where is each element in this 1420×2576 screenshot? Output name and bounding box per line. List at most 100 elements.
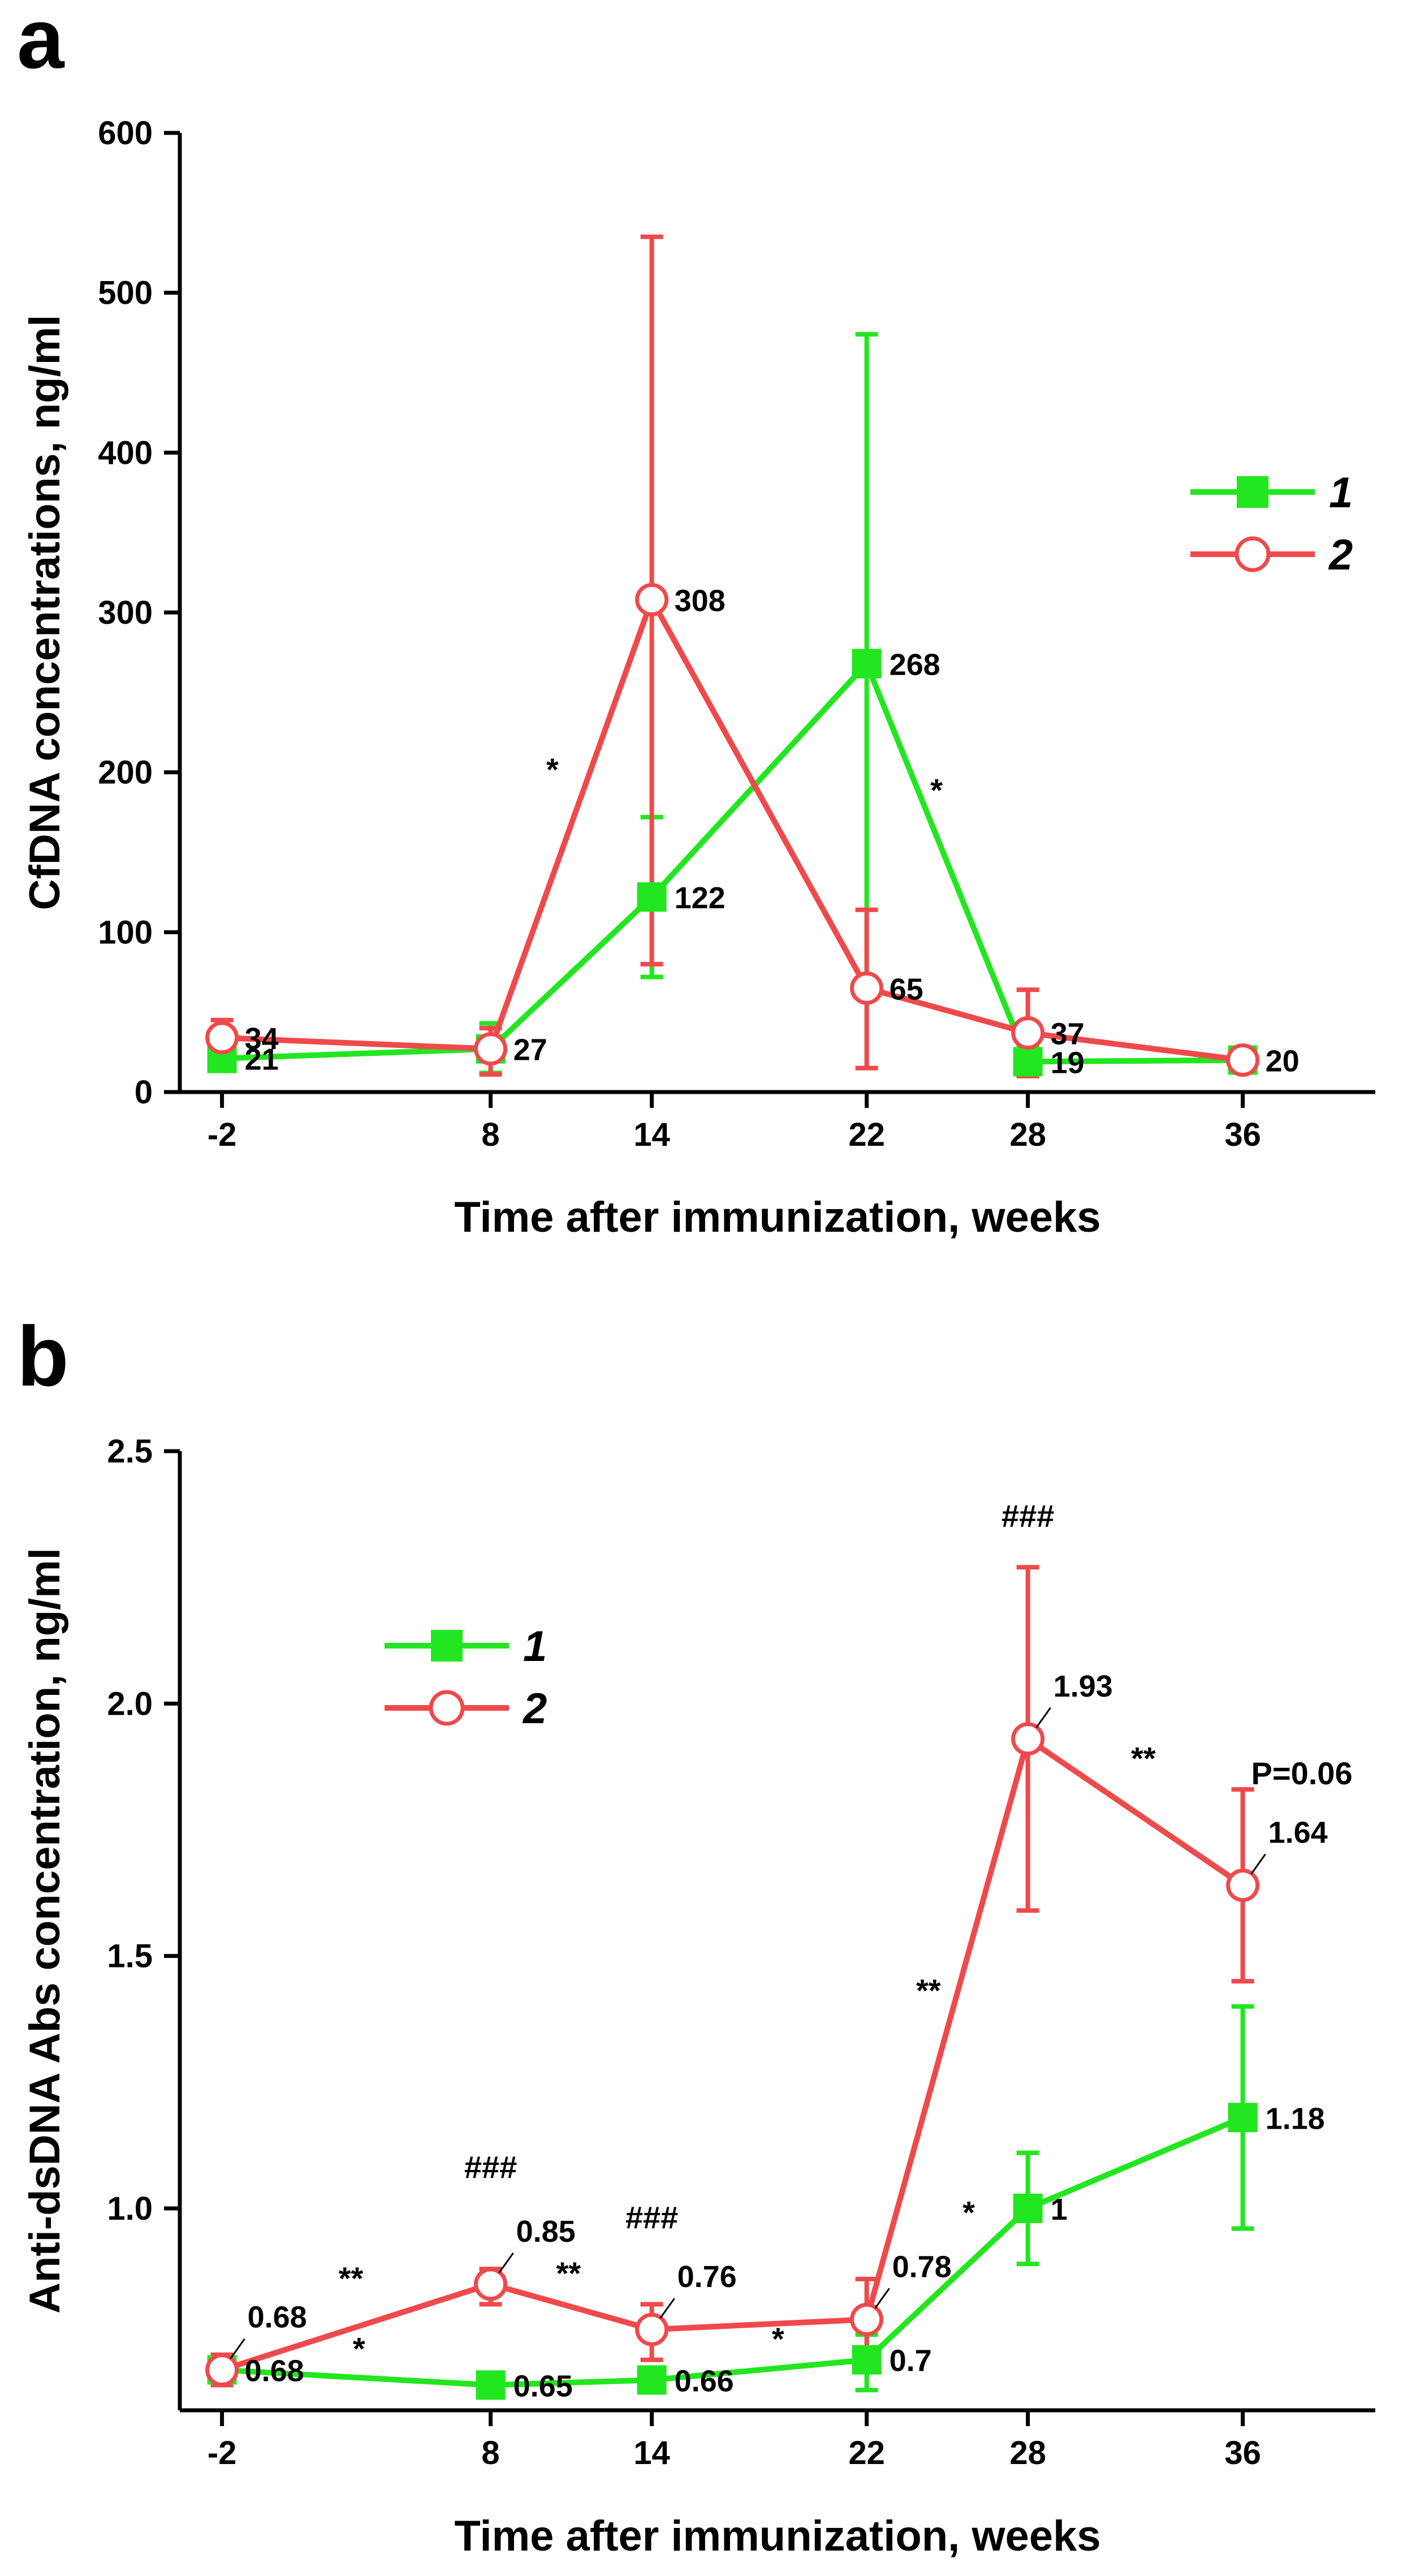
data-label: 1.18 <box>1266 2102 1325 2135</box>
data-label: 308 <box>675 584 726 618</box>
data-point-series-1 <box>637 2365 667 2395</box>
data-label: 1 <box>1051 2193 1068 2227</box>
data-point-series-1 <box>852 649 882 679</box>
data-point-series-1 <box>1013 2193 1043 2223</box>
series-line-1 <box>222 661 1243 1065</box>
data-label: 20 <box>1266 1044 1300 1078</box>
series-line-2 <box>221 1736 1245 2373</box>
data-point-series-2 <box>1226 1043 1260 1077</box>
data-point-series-1 <box>852 2345 882 2375</box>
x-tick-label: 14 <box>633 2435 670 2471</box>
significance-annotation: ** <box>556 2255 581 2291</box>
significance-annotation: P=0.06 <box>1251 1755 1353 1791</box>
y-tick-label: 600 <box>98 115 153 152</box>
panel-a-y-ticks: 0 100 200 300 400 500 600 <box>98 115 180 1111</box>
panel-a-y-axis-title: CfDNA concentrations, ng/ml <box>21 315 69 911</box>
y-tick-label: 400 <box>98 434 153 471</box>
data-label: 0.7 <box>890 2344 932 2378</box>
data-label: 0.65 <box>513 2369 573 2403</box>
data-point-series-1 <box>1228 2103 1258 2133</box>
data-label: 1.64 <box>1268 1816 1328 1850</box>
data-point-series-2 <box>850 2302 884 2336</box>
x-tick-label: 28 <box>1009 2435 1046 2471</box>
y-tick-label: 0 <box>135 1074 153 1111</box>
panel-a-legend: 12 <box>1190 469 1353 579</box>
panel-b-y-axis-title: Anti-dsDNA Abs concentration, ng/ml <box>21 1548 69 2314</box>
panel-b-y-ticks: 1.0 1.5 2.0 2.5 <box>107 1433 180 2227</box>
data-point-series-2 <box>635 582 669 616</box>
legend-label-1: 1 <box>1329 469 1353 517</box>
significance-annotation: ### <box>625 2200 678 2236</box>
series-line-2 <box>222 597 1244 1063</box>
data-point-series-2 <box>205 1021 239 1055</box>
x-tick-label: 36 <box>1224 1116 1261 1153</box>
y-tick-label: 200 <box>98 754 153 791</box>
panel-a-series-lines <box>222 597 1244 1065</box>
x-tick-label: 36 <box>1224 2435 1261 2471</box>
y-tick-label: 100 <box>98 914 153 951</box>
panel-a-annotations: ** <box>546 752 943 808</box>
data-point-series-2 <box>1011 1016 1045 1050</box>
y-tick-label: 300 <box>98 594 153 631</box>
panel-a-x-axis-title: Time after immunization, weeks <box>454 1193 1100 1241</box>
data-point-series-2 <box>474 1032 508 1066</box>
panel-b-series-lines <box>221 1736 1245 2388</box>
y-tick-label: 500 <box>98 275 153 312</box>
significance-annotation: ** <box>339 2260 364 2296</box>
legend-label-2: 2 <box>1328 531 1353 579</box>
significance-annotation: ** <box>1131 1740 1156 1776</box>
data-point-series-1 <box>1013 1047 1043 1077</box>
data-label: 37 <box>1051 1017 1085 1051</box>
label-leader <box>659 2298 675 2319</box>
significance-annotation: * <box>930 773 943 808</box>
panel-b-axes <box>178 1451 1375 2413</box>
x-tick-label: 8 <box>481 2435 499 2471</box>
y-tick-label: 2.0 <box>107 1685 153 1722</box>
data-label: 0.68 <box>248 2301 307 2335</box>
significance-annotation: ### <box>1002 1498 1054 1534</box>
legend-label-1: 1 <box>523 1623 547 1671</box>
legend-marker-circle <box>1235 536 1271 572</box>
legend-marker-square <box>1237 476 1268 508</box>
x-tick-label: -2 <box>208 2435 237 2471</box>
x-tick-label: 14 <box>633 1116 670 1153</box>
data-label: 268 <box>890 648 940 681</box>
data-label: 34 <box>245 1022 279 1056</box>
panel-b-x-ticks: -2 8 14 22 28 36 <box>208 2410 1261 2471</box>
significance-annotation: * <box>963 2195 975 2230</box>
panel-a-error-bars <box>210 234 1254 1078</box>
data-point-series-2 <box>474 2267 508 2301</box>
data-point-series-2 <box>205 2353 239 2387</box>
x-tick-label: -2 <box>208 1116 237 1153</box>
panel-b-markers <box>205 1722 1260 2400</box>
label-leader <box>1035 1707 1051 1728</box>
data-point-series-1 <box>476 2370 506 2400</box>
x-tick-label: 22 <box>848 1116 885 1153</box>
panel-b-chart: b -2 8 14 22 28 36 1.01.52.02.5 0.68 0.65 0.660… <box>17 1309 1375 2560</box>
data-label: 0.85 <box>516 2215 576 2249</box>
data-label: 0.68 <box>245 2354 304 2388</box>
data-point-series-2 <box>1226 1869 1260 1902</box>
label-leader <box>874 2288 890 2309</box>
legend-label-2: 2 <box>522 1685 547 1733</box>
data-label: 0.78 <box>892 2250 952 2284</box>
data-point-series-2 <box>1011 1722 1045 1756</box>
label-leader <box>230 2338 245 2359</box>
significance-annotation: ### <box>464 2149 517 2185</box>
data-label: 0.66 <box>675 2364 734 2398</box>
x-tick-label: 8 <box>481 1116 499 1153</box>
x-tick-label: 28 <box>1009 1116 1046 1153</box>
data-point-series-1 <box>637 882 667 912</box>
panel-b-legend: 12 <box>385 1623 547 1733</box>
data-label: 19 <box>1051 1046 1085 1080</box>
y-tick-label: 1.0 <box>107 2190 153 2227</box>
panel-b-x-axis-title: Time after immunization, weeks <box>454 2512 1100 2560</box>
panel-b-annotations: ***###**###****###** P=0.06 <box>339 1498 1353 2367</box>
panel-a-axes <box>178 133 1375 1094</box>
panel-a-x-ticks: -2 8 14 22 28 36 <box>208 1092 1261 1153</box>
data-label: 21 <box>245 1043 279 1077</box>
x-tick-label: 22 <box>848 2435 885 2471</box>
significance-annotation: * <box>772 2321 784 2357</box>
label-leader <box>1250 1853 1266 1875</box>
significance-annotation: * <box>546 752 559 787</box>
